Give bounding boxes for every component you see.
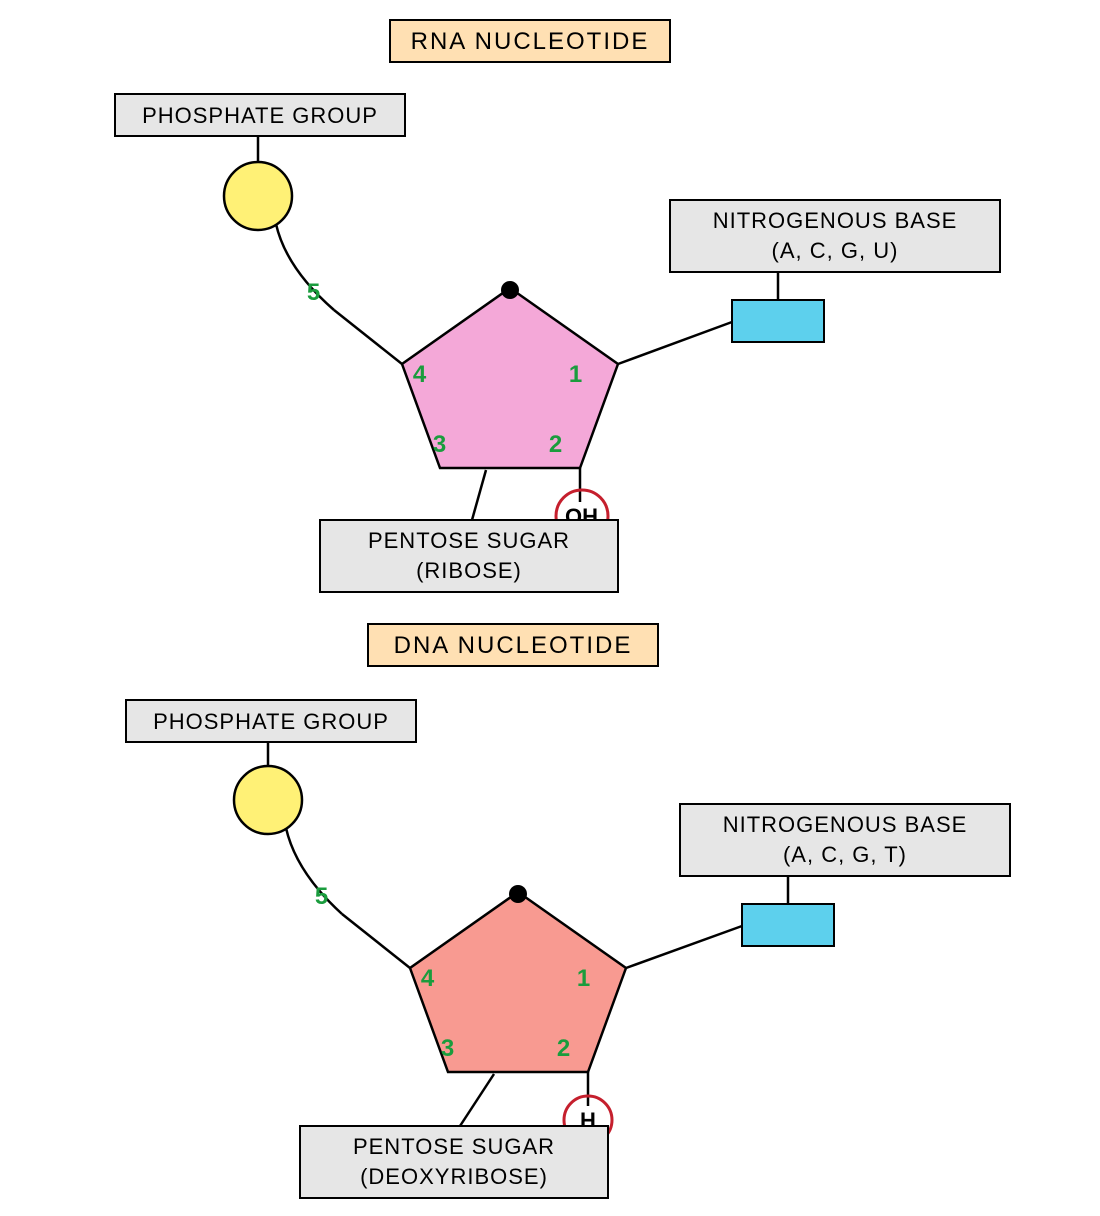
rna-c5-stub xyxy=(334,310,402,364)
rna-c5: 5 xyxy=(307,279,321,306)
rna-sugar: 1 2 3 4 5 OH PENTOSE SUGAR (RIBOSE) xyxy=(307,279,618,592)
dna-title-text: DNA NUCLEOTIDE xyxy=(394,632,633,659)
dna-c5-stub xyxy=(342,914,410,968)
rna-base-label2: (A, C, G, U) xyxy=(772,238,899,263)
dna-base-label2: (A, C, G, T) xyxy=(783,842,907,867)
rna-base-bond xyxy=(618,322,732,364)
rna-sugar-pointer xyxy=(472,470,486,520)
dna-sugar-label1: PENTOSE SUGAR xyxy=(353,1134,555,1159)
rna-base: NITROGENOUS BASE (A, C, G, U) xyxy=(618,200,1000,364)
rna-pentagon-notch xyxy=(501,281,519,299)
rna-c4: 4 xyxy=(413,361,427,388)
dna-pentagon-notch xyxy=(509,885,527,903)
dna-base: NITROGENOUS BASE (A, C, G, T) xyxy=(626,804,1010,968)
dna-title: DNA NUCLEOTIDE xyxy=(368,624,658,666)
rna-phosphate-label: PHOSPHATE GROUP xyxy=(142,103,378,128)
rna-phosphate-circle xyxy=(224,162,292,230)
dna-sugar: 1 2 3 4 5 H PENTOSE SUGAR (DEOXYRIBOSE) xyxy=(300,883,626,1198)
rna-c1: 1 xyxy=(569,361,583,388)
dna-c5: 5 xyxy=(315,883,329,910)
rna-base-rect xyxy=(732,300,824,342)
rna-title-text: RNA NUCLEOTIDE xyxy=(411,28,650,55)
dna-c2: 2 xyxy=(557,1035,571,1062)
dna-c4: 4 xyxy=(421,965,435,992)
dna-base-rect xyxy=(742,904,834,946)
rna-sugar-label1: PENTOSE SUGAR xyxy=(368,528,570,553)
dna-sugar-pointer xyxy=(460,1074,494,1126)
rna-c3: 3 xyxy=(433,431,447,458)
dna-base-label1: NITROGENOUS BASE xyxy=(723,812,968,837)
dna-phosphate: PHOSPHATE GROUP xyxy=(126,700,416,914)
nucleotide-diagram: RNA NUCLEOTIDE PHOSPHATE GROUP 1 2 3 4 5… xyxy=(0,0,1100,1216)
dna-phosphate-circle xyxy=(234,766,302,834)
dna-phosphate-label: PHOSPHATE GROUP xyxy=(153,709,389,734)
dna-c3: 3 xyxy=(441,1035,455,1062)
rna-sugar-label2: (RIBOSE) xyxy=(416,558,522,583)
rna-phosphate-bond xyxy=(276,224,334,310)
dna-c1: 1 xyxy=(577,965,591,992)
rna-title: RNA NUCLEOTIDE xyxy=(390,20,670,62)
rna-c2: 2 xyxy=(549,431,563,458)
dna-sugar-label2: (DEOXYRIBOSE) xyxy=(360,1164,548,1189)
rna-base-label1: NITROGENOUS BASE xyxy=(713,208,958,233)
dna-base-bond xyxy=(626,926,742,968)
rna-phosphate: PHOSPHATE GROUP xyxy=(115,94,405,310)
